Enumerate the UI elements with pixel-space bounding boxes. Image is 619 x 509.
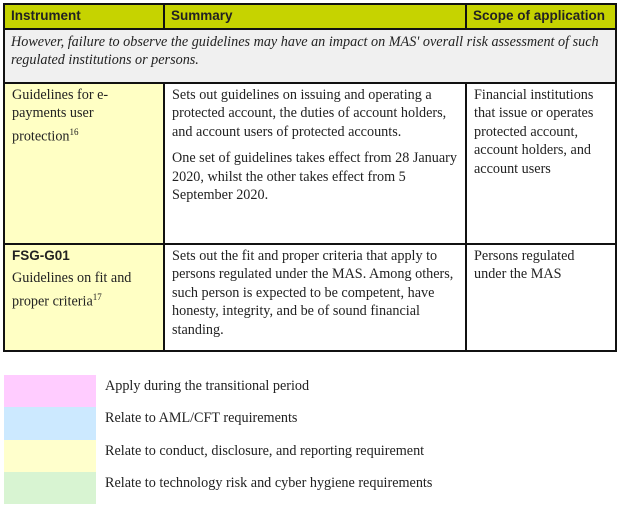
summary-paragraph: One set of guidelines takes effect from … bbox=[172, 150, 457, 203]
color-legend: Apply during the transitional period Rel… bbox=[4, 375, 433, 505]
legend-item: Relate to conduct, disclosure, and repor… bbox=[4, 439, 432, 472]
legend-item: Apply during the transitional period bbox=[4, 375, 432, 408]
instrument-cell: FSG-G01 Guidelines on fit and proper crit… bbox=[3, 242, 165, 352]
table-row: FSG-G01 Guidelines on fit and proper crit… bbox=[3, 242, 617, 352]
scope-cell: Financial institutions that issue or ope… bbox=[465, 81, 617, 245]
summary-paragraph: Sets out guidelines on issuing and opera… bbox=[172, 86, 447, 140]
instrument-code: FSG-G01 bbox=[12, 247, 70, 263]
header-instrument: Instrument bbox=[3, 3, 165, 30]
note-row: However, failure to observe the guidelin… bbox=[3, 27, 617, 84]
scope-cell: Persons regulated under the MAS bbox=[465, 242, 617, 352]
instrument-cell: Guidelines for e-payments user protectio… bbox=[3, 81, 165, 245]
summary-cell: Sets out the fit and proper criteria tha… bbox=[163, 242, 467, 352]
summary-paragraph: Sets out the fit and proper criteria tha… bbox=[172, 247, 454, 338]
legend-swatch-pink bbox=[4, 375, 96, 408]
footnote-ref[interactable]: 17 bbox=[92, 291, 102, 302]
header-scope: Scope of application bbox=[465, 3, 617, 30]
summary-cell: Sets out guidelines on issuing and opera… bbox=[163, 81, 467, 245]
legend-label: Relate to conduct, disclosure, and repor… bbox=[105, 442, 425, 459]
legend-item: Relate to AML/CFT requirements bbox=[4, 407, 432, 440]
legend-item: Relate to technology risk and cyber hygi… bbox=[4, 471, 433, 505]
instrument-name: Guidelines for e-payments user protectio… bbox=[12, 86, 109, 145]
note-text: However, failure to observe the guidelin… bbox=[3, 27, 617, 84]
table-row: Guidelines for e-payments user protectio… bbox=[3, 81, 617, 245]
footnote-ref[interactable]: 16 bbox=[69, 126, 79, 137]
legend-swatch-yellow bbox=[4, 439, 96, 472]
instrument-name: Guidelines on fit and proper criteria bbox=[12, 270, 132, 310]
table-header-row: Instrument Summary Scope of application bbox=[3, 3, 617, 30]
legend-swatch-blue bbox=[4, 407, 96, 440]
instruments-table: Instrument Summary Scope of application … bbox=[3, 3, 617, 352]
legend-swatch-green bbox=[4, 471, 96, 505]
header-summary: Summary bbox=[163, 3, 467, 30]
legend-label: Relate to AML/CFT requirements bbox=[105, 410, 298, 427]
legend-label: Apply during the transitional period bbox=[105, 378, 310, 394]
legend-label: Relate to technology risk and cyber hygi… bbox=[105, 474, 433, 491]
